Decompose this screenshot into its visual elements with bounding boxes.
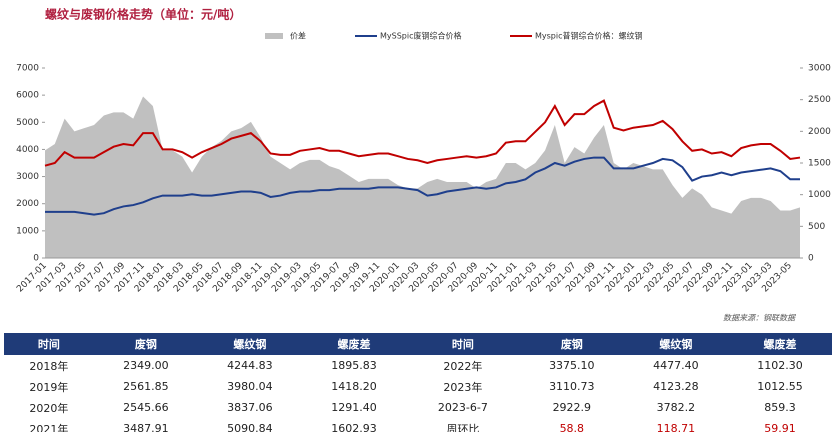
cell: 2022年 bbox=[443, 359, 483, 373]
row: 2020年 2545.66 3837.06 1291.40 2023-6-7 2922.9… bbox=[4, 397, 832, 418]
row: 2021年 3487.91 5090.84 1602.93 周环比 58.8 118.71 5… bbox=[4, 418, 832, 432]
cell: 2561.85 bbox=[123, 380, 169, 393]
spread-area bbox=[45, 96, 800, 258]
y-tick-label: 7000 bbox=[16, 64, 39, 74]
cell: 1012.55 bbox=[757, 380, 803, 393]
y-tick-label: 5000 bbox=[16, 118, 39, 128]
row: 2018年 2349.00 4244.83 1895.83 2022年 3375.10 44… bbox=[4, 355, 832, 376]
cell: 2018年 bbox=[29, 359, 69, 373]
cell: 118.71 bbox=[656, 422, 696, 432]
y-tick-label: 1000 bbox=[16, 226, 39, 236]
series-line bbox=[45, 156, 800, 216]
legend-label: 价差 bbox=[290, 31, 306, 41]
cell: 4244.83 bbox=[227, 359, 273, 372]
cell: 周环比 bbox=[446, 422, 480, 432]
cell: 1418.20 bbox=[331, 380, 377, 393]
y-tick-label: 6000 bbox=[16, 91, 39, 101]
header-cell: 废钢 bbox=[93, 333, 198, 355]
header-cell: 时间 bbox=[406, 333, 520, 355]
legend-swatch bbox=[265, 33, 283, 39]
y2-tick-label: 0 bbox=[808, 254, 814, 264]
cell: 3782.2 bbox=[656, 401, 696, 414]
cell: 2922.9 bbox=[552, 401, 592, 414]
header-cell: 螺废差 bbox=[301, 333, 406, 355]
cell: 1895.83 bbox=[331, 359, 377, 372]
data-table: 时间 废钢 螺纹钢 螺废差 时间 废钢 螺纹钢 螺废差 2018年 2349.00 4244.83 1… bbox=[4, 333, 832, 432]
y2-tick-label: 2000 bbox=[808, 127, 831, 137]
header-cell: 螺纹钢 bbox=[197, 333, 302, 355]
cell: 2349.00 bbox=[123, 359, 169, 372]
y-tick-label: 3000 bbox=[16, 172, 39, 182]
chart: 螺纹与废钢价格走势（单位：元/吨） 数据来源：钢联数据 0 1000 2000 300… bbox=[15, 7, 831, 323]
cell: 2020年 bbox=[29, 401, 69, 415]
header-cell: 时间 bbox=[4, 333, 94, 355]
y2-tick-label: 3000 bbox=[808, 64, 831, 74]
y-tick-label: 0 bbox=[33, 254, 39, 264]
cell: 859.3 bbox=[764, 401, 796, 414]
cell: 4123.28 bbox=[653, 380, 699, 393]
source: 数据来源：钢联数据 bbox=[723, 314, 796, 323]
y-tick-label: 4000 bbox=[16, 145, 39, 155]
cell: 5090.84 bbox=[227, 422, 273, 432]
cell: 58.8 bbox=[559, 422, 585, 432]
header-cell: 废钢 bbox=[519, 333, 624, 355]
cell: 2019年 bbox=[29, 380, 69, 394]
chart-title: 螺纹与废钢价格走势（单位：元/吨） bbox=[45, 7, 241, 22]
cell: 1602.93 bbox=[331, 422, 377, 432]
cell: 2545.66 bbox=[123, 401, 169, 414]
y2-tick-label: 1000 bbox=[808, 190, 831, 200]
cell: 3837.06 bbox=[227, 401, 273, 414]
cell: 3375.10 bbox=[549, 359, 595, 372]
header-cell: 螺废差 bbox=[727, 333, 832, 355]
cell: 3980.04 bbox=[227, 380, 273, 393]
series-line bbox=[44, 99, 801, 167]
y2-tick-label: 1500 bbox=[808, 159, 831, 169]
cell: 2023-6-7 bbox=[437, 401, 488, 414]
cell: 4477.40 bbox=[653, 359, 699, 372]
legend-label: Myspic普钢综合价格：螺纹钢 bbox=[535, 31, 643, 41]
row: 2019年 2561.85 3980.04 1418.20 2023年 3110.73 41… bbox=[4, 376, 832, 397]
cell: 3110.73 bbox=[549, 380, 595, 393]
cell: 1291.40 bbox=[331, 401, 377, 414]
y-tick-label: 2000 bbox=[16, 199, 39, 209]
y2-tick-label: 2500 bbox=[808, 95, 831, 105]
cell: 1102.30 bbox=[757, 359, 803, 372]
cell: 59.91 bbox=[764, 422, 796, 432]
cell: 3487.91 bbox=[123, 422, 169, 432]
header-cell: 螺纹钢 bbox=[623, 333, 728, 355]
y2-tick-label: 500 bbox=[808, 222, 825, 232]
legend-label: MySSpic废钢综合价格 bbox=[380, 31, 462, 41]
cell: 2021年 bbox=[29, 422, 69, 432]
cell: 2023年 bbox=[443, 380, 483, 394]
